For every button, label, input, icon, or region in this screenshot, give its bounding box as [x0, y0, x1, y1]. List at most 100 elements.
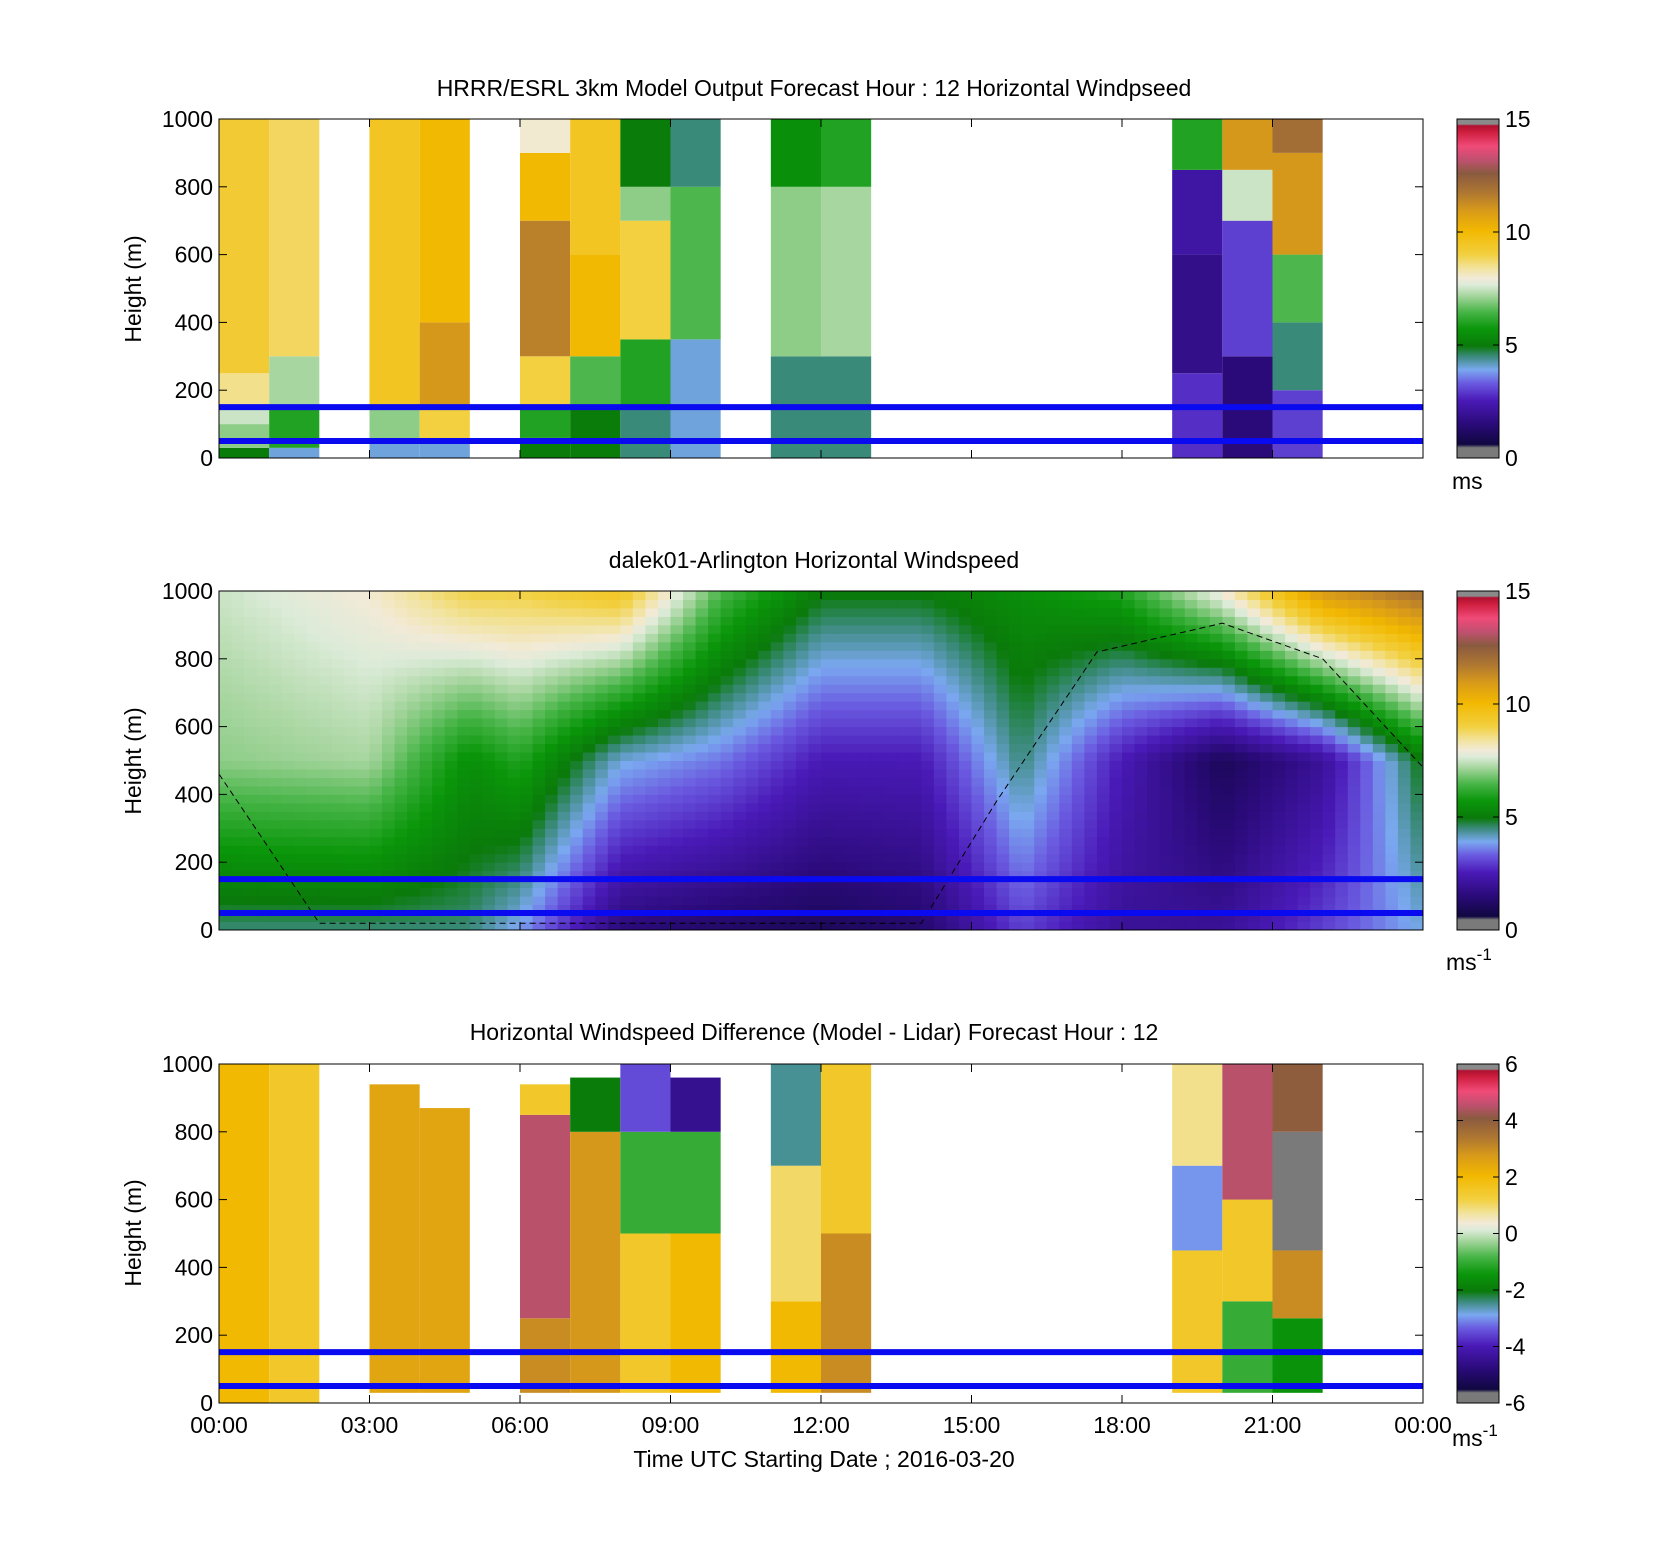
data-cell	[657, 785, 671, 795]
data-cell	[294, 802, 308, 812]
data-cell	[933, 862, 947, 872]
data-cell	[683, 709, 697, 719]
data-cell	[595, 709, 609, 719]
data-cell	[1272, 921, 1286, 931]
data-cell	[231, 599, 245, 609]
data-cell	[1197, 785, 1211, 795]
data-cell	[971, 760, 985, 770]
data-cell	[407, 641, 421, 651]
data-cell	[1009, 802, 1023, 812]
data-cell	[407, 760, 421, 770]
data-cell	[733, 709, 747, 719]
data-cell	[971, 616, 985, 626]
data-cell	[256, 616, 270, 626]
data-cell	[419, 735, 433, 745]
data-cell	[620, 633, 634, 643]
data-cell	[1234, 641, 1248, 651]
data-cell	[1310, 752, 1324, 761]
data-cell	[632, 811, 646, 821]
data-cell	[1197, 743, 1211, 753]
data-cell	[620, 339, 671, 408]
data-cell	[394, 743, 408, 753]
data-cell	[683, 862, 697, 872]
data-cell	[1009, 735, 1023, 745]
data-cell	[645, 887, 659, 897]
data-cell	[795, 752, 809, 761]
data-cell	[394, 811, 408, 821]
data-cell	[770, 879, 784, 889]
data-cell	[545, 624, 559, 634]
data-cell	[1197, 658, 1211, 668]
data-cell	[294, 828, 308, 838]
data-cell	[1059, 718, 1073, 728]
data-cell	[996, 735, 1010, 745]
data-cell	[1071, 701, 1085, 711]
data-cell	[1297, 692, 1311, 702]
data-cell	[1046, 726, 1060, 736]
data-cell	[896, 633, 910, 643]
data-cell	[244, 624, 258, 634]
data-cell	[871, 802, 885, 812]
data-cell	[557, 819, 571, 829]
data-cell	[984, 675, 998, 685]
data-cell	[1059, 591, 1073, 600]
data-cell	[494, 658, 508, 668]
data-cell	[1084, 650, 1098, 660]
data-cell	[946, 921, 960, 931]
data-cell	[419, 862, 433, 872]
data-cell	[946, 879, 960, 889]
data-cell	[871, 896, 885, 906]
data-cell	[1059, 735, 1073, 745]
data-cell	[219, 921, 233, 931]
data-cell	[595, 633, 609, 643]
data-cell	[1222, 853, 1236, 863]
data-cell	[1347, 904, 1361, 914]
data-cell	[783, 709, 797, 719]
data-cell	[419, 819, 433, 829]
data-cell	[908, 616, 922, 626]
data-cell	[733, 607, 747, 617]
data-cell	[494, 870, 508, 880]
data-cell	[1147, 896, 1161, 906]
data-cell	[494, 853, 508, 863]
data-cell	[632, 836, 646, 846]
data-cell	[1372, 785, 1386, 795]
data-cell	[507, 862, 521, 872]
data-cell	[394, 870, 408, 880]
data-cell	[1222, 913, 1236, 923]
data-cell	[1222, 692, 1236, 702]
data-cell	[595, 658, 609, 668]
data-cell	[1059, 879, 1073, 889]
data-cell	[444, 743, 458, 753]
data-cell	[356, 828, 370, 838]
data-cell	[1172, 675, 1186, 685]
data-cell	[494, 777, 508, 787]
data-cell	[432, 726, 446, 736]
data-cell	[783, 768, 797, 778]
data-cell	[1021, 921, 1035, 931]
data-cell	[457, 879, 471, 889]
data-cell	[1322, 684, 1336, 694]
data-cell	[1397, 743, 1411, 753]
data-cell	[607, 675, 621, 685]
data-cell	[1209, 675, 1223, 685]
data-cell	[1059, 811, 1073, 821]
data-cell	[331, 684, 345, 694]
data-cell	[795, 650, 809, 660]
data-column	[620, 119, 671, 458]
data-cell	[1385, 743, 1399, 753]
data-cell	[1385, 836, 1399, 846]
data-cell	[444, 811, 458, 821]
data-cell	[1034, 794, 1048, 804]
data-cell	[720, 607, 734, 617]
data-cell	[758, 879, 772, 889]
data-cell	[996, 819, 1010, 829]
data-cell	[294, 836, 308, 846]
data-cell	[720, 879, 734, 889]
data-cell	[494, 811, 508, 821]
colorbar-tick-label: 0	[1505, 1221, 1518, 1247]
data-cell	[984, 870, 998, 880]
data-cell	[306, 870, 320, 880]
data-cell	[1335, 718, 1349, 728]
data-cell	[457, 819, 471, 829]
